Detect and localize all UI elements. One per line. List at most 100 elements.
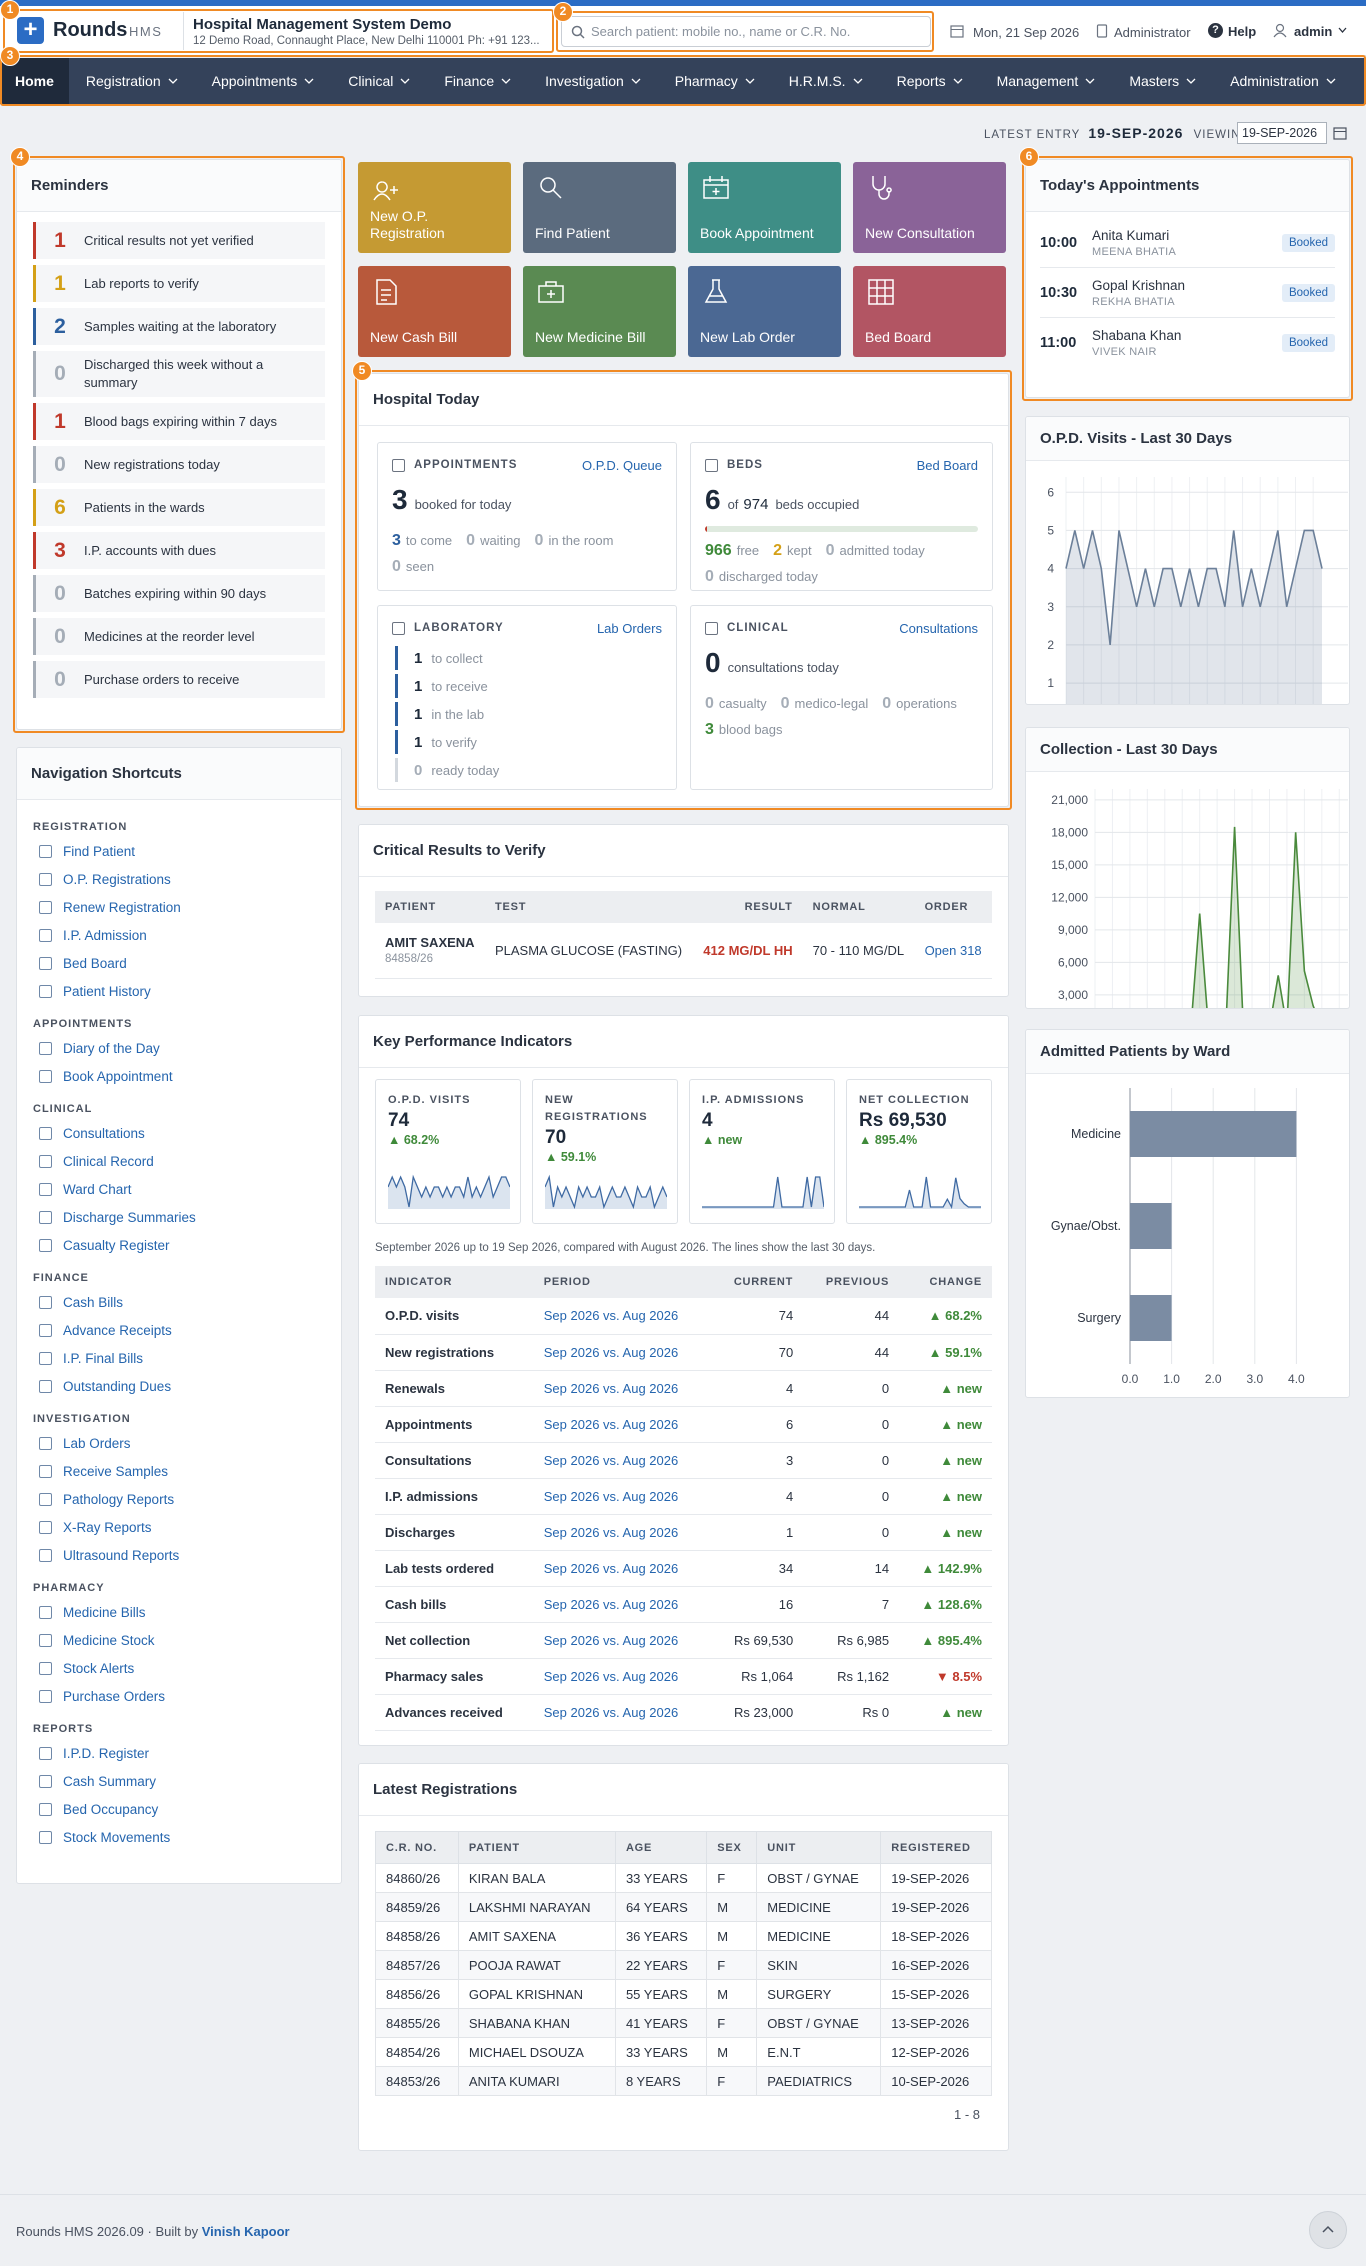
shortcut-item[interactable]: Discharge Summaries: [33, 1203, 325, 1231]
shortcut-item[interactable]: Diary of the Day: [33, 1034, 325, 1062]
shortcut-item[interactable]: Stock Alerts: [33, 1654, 325, 1682]
shortcut-item[interactable]: Receive Samples: [33, 1457, 325, 1485]
shortcut-item[interactable]: Medicine Bills: [33, 1598, 325, 1626]
cell[interactable]: Sep 2026 vs. Aug 2026: [533, 1442, 712, 1479]
shortcut-item[interactable]: Renew Registration: [33, 893, 325, 921]
cell[interactable]: Open 318: [914, 923, 992, 979]
stat-value: 0: [466, 532, 476, 549]
shortcut-item[interactable]: Clinical Record: [33, 1147, 325, 1175]
reminder-item[interactable]: 0 Batches expiring within 90 days: [33, 575, 325, 612]
shortcut-item[interactable]: Patient History: [33, 977, 325, 1005]
scroll-top-button[interactable]: [1309, 2211, 1347, 2249]
cell[interactable]: Sep 2026 vs. Aug 2026: [533, 1298, 712, 1335]
nav-item[interactable]: Pharmacy: [658, 58, 772, 104]
reminder-item[interactable]: 0 Discharged this week without a summary: [33, 351, 325, 397]
nav-item[interactable]: H.R.M.S.: [772, 58, 880, 104]
card-link[interactable]: Consultations: [899, 620, 978, 636]
caret: [853, 78, 863, 84]
reminder-item[interactable]: 6 Patients in the wards: [33, 489, 325, 526]
cell[interactable]: Sep 2026 vs. Aug 2026: [533, 1370, 712, 1407]
shortcut-item[interactable]: Casualty Register: [33, 1231, 325, 1259]
help-icon[interactable]: ?: [1208, 23, 1223, 38]
shortcut-item[interactable]: I.P. Final Bills: [33, 1344, 325, 1372]
kpi-value: 70: [545, 1127, 567, 1148]
nav-item[interactable]: Registration: [69, 58, 195, 104]
nav-item[interactable]: Clinical: [331, 58, 427, 104]
nav-item[interactable]: Reports: [880, 58, 980, 104]
nav-item[interactable]: Finance: [427, 58, 528, 104]
table-body: 84860/26 KIRAN BALA 33 YEARS F OBST / GYNAE 1…: [375, 1863, 992, 2096]
cell[interactable]: Sep 2026 vs. Aug 2026: [533, 1406, 712, 1443]
shortcut-item[interactable]: Ward Chart: [33, 1175, 325, 1203]
quick-tile[interactable]: Bed Board: [853, 266, 1006, 357]
quick-tile[interactable]: New Consultation: [853, 162, 1006, 253]
shortcut-item[interactable]: Bed Board: [33, 949, 325, 977]
reminder-item[interactable]: 3 I.P. accounts with dues: [33, 532, 325, 569]
search-box[interactable]: Search patient: mobile no., name or C.R.…: [561, 16, 931, 47]
help[interactable]: Help: [1228, 24, 1257, 39]
shortcut-item[interactable]: O.P. Registrations: [33, 865, 325, 893]
viewing-date-input[interactable]: 19-SEP-2026: [1237, 122, 1327, 144]
reminder-count: 2: [54, 314, 66, 338]
user[interactable]: admin: [1294, 24, 1333, 39]
quick-tile[interactable]: New Lab Order: [688, 266, 841, 357]
cell[interactable]: Sep 2026 vs. Aug 2026: [533, 1586, 712, 1623]
cell[interactable]: Sep 2026 vs. Aug 2026: [533, 1478, 712, 1515]
reminder-item[interactable]: 1 Lab reports to verify: [33, 265, 325, 302]
cell[interactable]: Sep 2026 vs. Aug 2026: [533, 1694, 712, 1731]
reminder-item[interactable]: 1 Critical results not yet verified: [33, 222, 325, 259]
shortcut-item[interactable]: Stock Movements: [33, 1823, 325, 1851]
nav-item[interactable]: Appointments: [195, 58, 332, 104]
card-link[interactable]: O.P.D. Queue: [582, 457, 662, 473]
nav-item[interactable]: Masters: [1112, 58, 1213, 104]
card-link[interactable]: Bed Board: [916, 457, 978, 473]
reminder-item[interactable]: 0 Purchase orders to receive: [33, 661, 325, 698]
reminder-item[interactable]: 0 Medicines at the reorder level: [33, 618, 325, 655]
appointment-row[interactable]: 11:00 Shabana Khan VIVEK NAIR Booked: [1040, 318, 1335, 368]
cell[interactable]: Sep 2026 vs. Aug 2026: [533, 1334, 712, 1371]
shortcut-item[interactable]: Pathology Reports: [33, 1485, 325, 1513]
shortcut-item[interactable]: X-Ray Reports: [33, 1513, 325, 1541]
shortcut-item[interactable]: Find Patient: [33, 837, 325, 865]
shortcut-icon: [39, 1802, 52, 1816]
shortcut-item[interactable]: Consultations: [33, 1119, 325, 1147]
cell: 70 - 110 MG/DL: [802, 923, 915, 979]
calendar-button[interactable]: [1333, 126, 1347, 140]
quick-tile[interactable]: Book Appointment: [688, 162, 841, 253]
logo[interactable]: +: [17, 17, 44, 44]
shortcut-item[interactable]: Lab Orders: [33, 1429, 325, 1457]
shortcut-item[interactable]: Medicine Stock: [33, 1626, 325, 1654]
shortcut-item[interactable]: I.P. Admission: [33, 921, 325, 949]
shortcut-item[interactable]: Advance Receipts: [33, 1316, 325, 1344]
shortcut-item[interactable]: Bed Occupancy: [33, 1795, 325, 1823]
shortcut-icon: [39, 1774, 52, 1788]
quick-tile[interactable]: New O.P. Registration: [358, 162, 511, 253]
reminder-item[interactable]: 2 Samples waiting at the laboratory: [33, 308, 325, 345]
footer-author[interactable]: Vinish Kapoor: [201, 2224, 290, 2239]
shortcut-link: Casualty Register: [63, 1237, 170, 1253]
nav-item[interactable]: Home: [0, 58, 69, 104]
reminder-item[interactable]: 1 Blood bags expiring within 7 days: [33, 403, 325, 440]
shortcut-item[interactable]: I.P.D. Register: [33, 1739, 325, 1767]
shortcut-item[interactable]: Cash Bills: [33, 1288, 325, 1316]
cell[interactable]: Sep 2026 vs. Aug 2026: [533, 1514, 712, 1551]
nav-item[interactable]: Investigation: [528, 58, 658, 104]
cell[interactable]: Sep 2026 vs. Aug 2026: [533, 1622, 712, 1659]
quick-tile[interactable]: Find Patient: [523, 162, 676, 253]
shortcut-item[interactable]: Purchase Orders: [33, 1682, 325, 1710]
appointment-row[interactable]: 10:30 Gopal Krishnan REKHA BHATIA Booked: [1040, 268, 1335, 318]
shortcut-icon: [39, 1830, 52, 1844]
shortcut-item[interactable]: Book Appointment: [33, 1062, 325, 1090]
cell[interactable]: Sep 2026 vs. Aug 2026: [533, 1658, 712, 1695]
reminder-item[interactable]: 0 New registrations today: [33, 446, 325, 483]
appointment-row[interactable]: 10:00 Anita Kumari MEENA BHATIA Booked: [1040, 218, 1335, 268]
nav-item[interactable]: Administration: [1213, 58, 1353, 104]
cell[interactable]: Sep 2026 vs. Aug 2026: [533, 1550, 712, 1587]
shortcut-item[interactable]: Ultrasound Reports: [33, 1541, 325, 1569]
nav-item[interactable]: Management: [980, 58, 1113, 104]
quick-tile[interactable]: New Medicine Bill: [523, 266, 676, 357]
shortcut-item[interactable]: Outstanding Dues: [33, 1372, 325, 1400]
shortcut-item[interactable]: Cash Summary: [33, 1767, 325, 1795]
card-link[interactable]: Lab Orders: [596, 620, 662, 636]
quick-tile[interactable]: New Cash Bill: [358, 266, 511, 357]
